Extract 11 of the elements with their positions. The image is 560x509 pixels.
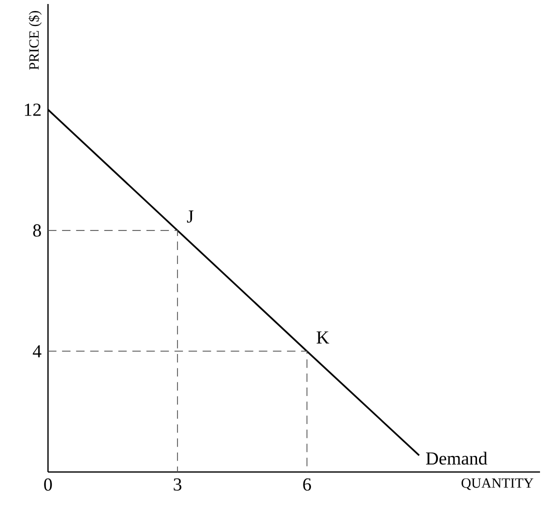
x-tick-label: 0 [44,478,52,491]
y-tick-label: 8 [33,224,41,237]
annotation: J [187,210,194,223]
annotation: K [316,331,330,344]
x-tick-label: 3 [174,478,182,491]
y-tick-label: 12 [24,104,41,116]
x-tick-label: 6 [303,478,311,491]
series-label: Demand [426,452,488,465]
y-axis-title: PRICE ($) [28,10,42,70]
x-axis-title: QUANTITY [462,478,534,490]
y-tick-label: 4 [32,345,42,358]
